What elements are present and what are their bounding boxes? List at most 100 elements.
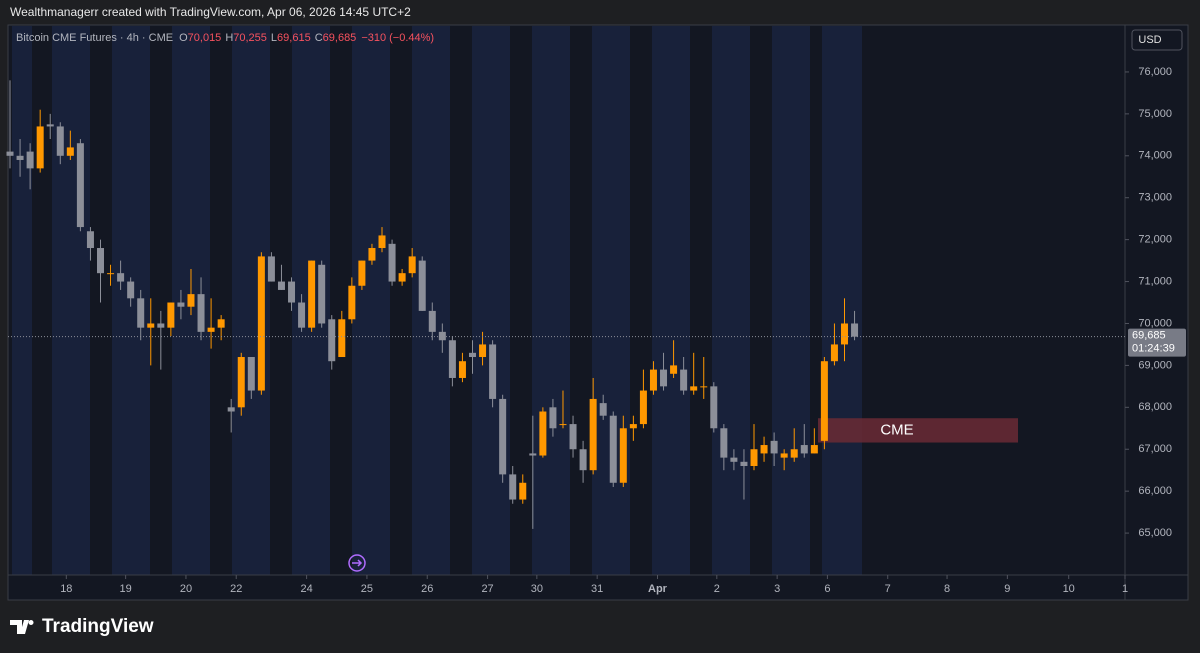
candle-body: [157, 323, 165, 328]
candle-body: [700, 386, 708, 388]
candle-body: [599, 403, 607, 416]
candle-body: [197, 294, 205, 332]
y-tick-label: 67,000: [1138, 443, 1172, 455]
candle-body: [66, 147, 74, 156]
x-tick-label: 26: [421, 583, 433, 595]
candle-body: [6, 151, 14, 156]
candle-body: [56, 126, 64, 156]
candle-body: [368, 248, 376, 261]
candle-body: [318, 264, 326, 324]
candle-body: [378, 235, 386, 249]
candle-body: [780, 453, 788, 458]
candle-body: [358, 260, 366, 286]
session-band: [772, 26, 810, 575]
y-tick-label: 72,000: [1138, 234, 1172, 246]
candle-body: [207, 327, 215, 332]
countdown: 01:24:39: [1132, 343, 1175, 355]
x-tick-label: Apr: [648, 583, 668, 595]
event-icon[interactable]: [348, 554, 366, 572]
x-tick-label: 2: [714, 583, 720, 595]
candle-body: [46, 124, 54, 127]
candle-body: [670, 365, 678, 374]
brand: TradingView: [42, 616, 154, 637]
candle-body: [187, 294, 195, 307]
candle-body: [730, 457, 738, 462]
candle-body: [76, 143, 84, 228]
candle-body: [408, 256, 416, 274]
y-tick-label: 71,000: [1138, 275, 1172, 287]
session-band: [352, 26, 390, 575]
candle-body: [539, 411, 547, 456]
x-tick-label: 19: [120, 583, 132, 595]
session-band: [592, 26, 630, 575]
y-tick-label: 68,000: [1138, 401, 1172, 413]
currency: USD: [1138, 34, 1161, 46]
candle-body: [308, 260, 316, 328]
ohlc-value: 69,685: [323, 32, 357, 44]
session-band: [472, 26, 510, 575]
y-tick-label: 73,000: [1138, 192, 1172, 204]
candle-body: [649, 369, 657, 391]
candle-body: [247, 357, 255, 391]
candle-body: [690, 386, 698, 391]
candle-body: [468, 352, 476, 358]
session-band: [652, 26, 690, 575]
session-band: [412, 26, 450, 575]
annotation-text: CME: [880, 421, 913, 438]
candle-body: [217, 319, 225, 328]
y-tick-label: 69,000: [1138, 359, 1172, 371]
candle-body: [519, 482, 527, 500]
plot: CME: [6, 80, 1125, 529]
candle-body: [840, 323, 848, 345]
event-circle[interactable]: [348, 554, 366, 572]
candle-body: [750, 449, 758, 467]
x-tick-label: 10: [1063, 583, 1075, 595]
ohlc-value: 69,615: [277, 32, 311, 44]
candle-body: [619, 428, 627, 483]
y-tick-label: 70,000: [1138, 317, 1172, 329]
candle-body: [489, 344, 497, 399]
candle-body: [589, 398, 597, 471]
x-tick-label: 31: [591, 583, 603, 595]
candle-body: [820, 361, 828, 441]
session-band: [12, 26, 32, 575]
y-tick-label: 74,000: [1138, 150, 1172, 162]
ohlc-key: O: [179, 32, 188, 44]
candle-body: [549, 407, 557, 429]
x-tick-label: 9: [1004, 583, 1010, 595]
x-tick-label: 25: [361, 583, 373, 595]
ohlc-value: 70,255: [233, 32, 267, 44]
candle-body: [710, 386, 718, 429]
candle-body: [438, 331, 446, 341]
x-tick-label: 1: [1122, 583, 1128, 595]
session-band: [822, 26, 862, 575]
candle-body: [509, 474, 517, 500]
candle-body: [720, 428, 728, 458]
candle-body: [36, 126, 44, 169]
y-tick-label: 65,000: [1138, 527, 1172, 539]
candle-body: [348, 285, 356, 320]
candle-body: [227, 407, 235, 412]
candle-body: [177, 302, 185, 307]
candle-body: [418, 260, 426, 311]
candle-body: [760, 445, 768, 454]
candle-body: [629, 424, 637, 429]
candle-body: [167, 302, 175, 328]
x-tick-label: 27: [481, 583, 493, 595]
candle-body: [569, 424, 577, 450]
candle-body: [428, 310, 436, 332]
ohlc-key: H: [225, 32, 233, 44]
candle-body: [267, 256, 275, 282]
header: Wealthmanagerr created with TradingView.…: [10, 5, 411, 19]
candle-body: [237, 357, 245, 408]
y-tick-label: 76,000: [1138, 66, 1172, 78]
brand-logo: [10, 620, 34, 634]
candle-body: [147, 323, 155, 328]
x-tick-label: 7: [885, 583, 891, 595]
currency-box[interactable]: [1131, 29, 1183, 51]
candle-body: [117, 273, 125, 282]
candle-body: [639, 390, 647, 425]
candle-body: [16, 155, 24, 160]
candle-body: [479, 344, 487, 358]
